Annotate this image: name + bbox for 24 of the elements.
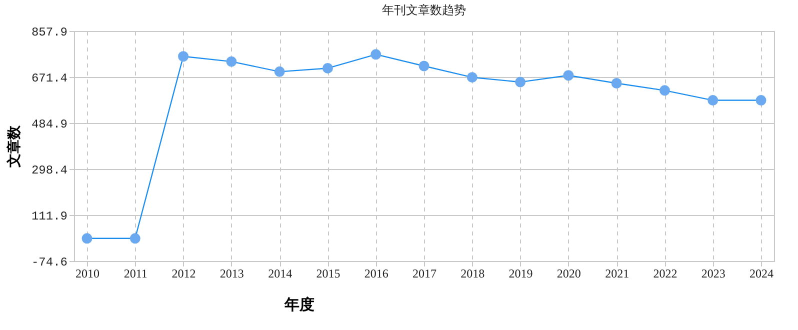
- y-tick-label: 111.9: [31, 210, 68, 224]
- x-tick-label: 2018: [460, 266, 485, 280]
- x-tick-label: 2021: [605, 266, 630, 280]
- x-tick-label: 2024: [750, 266, 774, 280]
- x-tick-label: 2010: [76, 266, 100, 280]
- y-tick-label: 298.4: [31, 164, 68, 178]
- x-tick-label: 2014: [268, 266, 292, 280]
- y-tick-label: 857.9: [31, 26, 68, 40]
- x-tick-label: 2012: [172, 266, 196, 280]
- chart-title: 年刊文章数趋势: [382, 3, 466, 17]
- y-tick-label: 671.4: [31, 72, 68, 86]
- y-tick-label: 484.9: [31, 118, 68, 132]
- x-tick-label: 2016: [364, 266, 388, 280]
- x-tick-label: 2013: [220, 266, 244, 280]
- x-tick-label: 2020: [556, 266, 581, 280]
- y-tick-label: -74.6: [31, 256, 68, 270]
- x-tick-label: 2023: [701, 266, 726, 280]
- x-axis-title: 年度: [284, 296, 314, 314]
- x-tick-label: 2022: [653, 266, 678, 280]
- x-tick-label: 2019: [508, 266, 533, 280]
- x-tick-label: 2017: [412, 266, 436, 280]
- x-tick-label: 2011: [124, 266, 148, 280]
- y-axis-title: 文章数: [5, 124, 22, 168]
- x-tick-label: 2015: [316, 266, 340, 280]
